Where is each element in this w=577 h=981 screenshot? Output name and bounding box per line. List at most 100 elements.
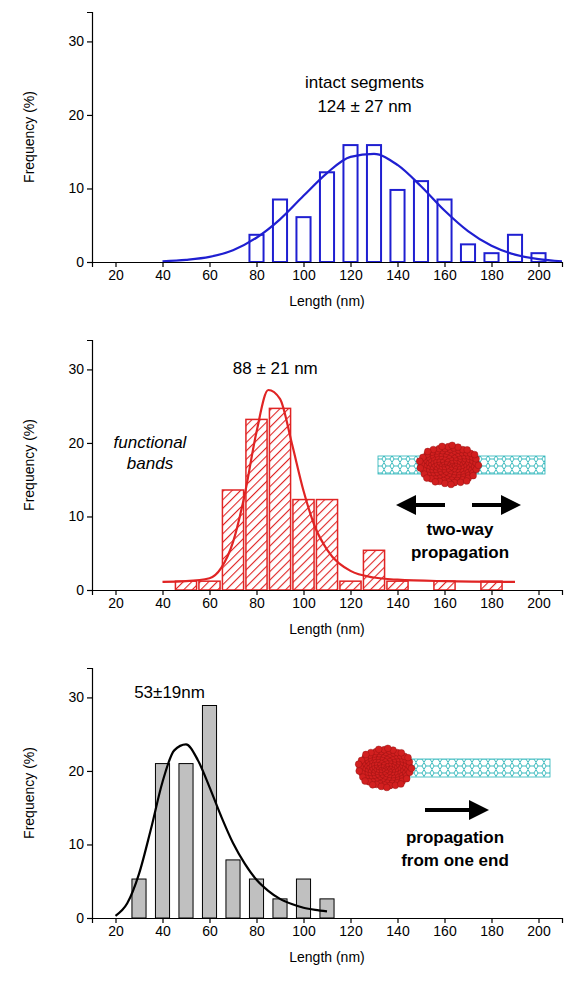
- x-tick: 40: [155, 918, 171, 939]
- bar: [199, 581, 220, 590]
- y-tick-label: 0: [76, 910, 84, 926]
- polymer-bead: [383, 784, 390, 791]
- y-tick: 30: [68, 33, 92, 49]
- y-axis: 0 10 20 30: [68, 13, 92, 270]
- x-tick: 100: [292, 262, 316, 283]
- x-tick: 160: [433, 590, 457, 611]
- x-tick: 140: [386, 918, 410, 939]
- polymer-bead: [471, 451, 478, 458]
- annotation: 53±19nm: [134, 683, 205, 702]
- inset-label: from one end: [401, 851, 509, 870]
- bar: [155, 764, 169, 918]
- polymer-bead: [417, 465, 424, 472]
- bar: [367, 145, 381, 262]
- bar: [414, 181, 428, 262]
- bar: [320, 899, 334, 918]
- x-tick: 180: [480, 918, 504, 939]
- x-tick: 20: [108, 262, 124, 283]
- y-tick-label: 30: [68, 33, 84, 49]
- polymer-bead: [355, 761, 362, 768]
- x-tick-label: 160: [433, 923, 457, 939]
- y-tick-label: 10: [68, 508, 84, 524]
- x-tick-label: 100: [292, 595, 316, 611]
- x-tick: 80: [249, 590, 265, 611]
- y-tick-label: 10: [68, 180, 84, 196]
- marks: [163, 390, 516, 590]
- marks: [163, 145, 563, 262]
- polymer-bead: [439, 443, 446, 450]
- bar: [296, 217, 310, 262]
- x-tick: 80: [249, 918, 265, 939]
- polymer-bead: [416, 458, 423, 465]
- fit-curve: [116, 744, 328, 915]
- y-tick-mark: [87, 41, 92, 42]
- y-tick-label: 10: [68, 836, 84, 852]
- panel: 204060801001201401601802000102030Length …: [21, 669, 563, 966]
- y-tick: 20: [68, 763, 92, 779]
- y-tick: 0: [76, 582, 92, 598]
- inset-label: two-way: [426, 520, 494, 539]
- bar: [387, 581, 408, 590]
- y-tick-label: 0: [76, 254, 84, 270]
- polymer-bead: [475, 462, 482, 469]
- polymer-bead: [403, 775, 410, 782]
- x-tick: 100: [292, 590, 316, 611]
- polymer-bead: [356, 768, 363, 775]
- y-tick-mark: [87, 771, 92, 772]
- bar: [296, 879, 310, 918]
- y-axis: 0102030: [68, 669, 92, 926]
- bar: [132, 879, 146, 918]
- polymer-bead: [375, 746, 382, 753]
- x-tick: 120: [339, 262, 363, 283]
- nanotube: [408, 759, 550, 777]
- bar: [269, 408, 290, 590]
- x-axis-title: Length (nm): [289, 293, 364, 309]
- x-tick-label: 40: [155, 923, 171, 939]
- x-axis: 20406080100120140160180200: [93, 262, 563, 283]
- x-tick-label: 100: [292, 923, 316, 939]
- x-tick-label: 40: [155, 267, 171, 283]
- y-axis: 0102030: [68, 341, 92, 598]
- x-tick-label: 100: [292, 267, 316, 283]
- x-tick-label: 80: [249, 923, 265, 939]
- x-tick: 40: [155, 590, 171, 611]
- x-tick-label: 160: [433, 267, 457, 283]
- y-axis-line: [87, 669, 93, 919]
- y-tick-mark: [87, 443, 92, 444]
- x-axis-title: Length (nm): [289, 949, 364, 965]
- x-tick: 160: [433, 262, 457, 283]
- x-tick-label: 20: [108, 267, 124, 283]
- bar: [246, 419, 267, 590]
- polymer-bead: [405, 754, 412, 761]
- x-tick: 160: [433, 918, 457, 939]
- panel: 204060801001201401601802000102030Length …: [21, 13, 563, 310]
- polymer-bead: [432, 478, 439, 485]
- inset-label: propagation: [411, 543, 509, 562]
- arrow: [400, 503, 445, 507]
- bar: [363, 550, 384, 590]
- y-tick-mark: [87, 115, 92, 116]
- bar: [437, 200, 451, 263]
- inset: [378, 442, 545, 505]
- caption: bands: [127, 454, 174, 473]
- y-axis-title: Frequency (%): [21, 419, 37, 511]
- y-tick-label: 20: [68, 763, 84, 779]
- x-tick-label: 80: [249, 595, 265, 611]
- bar: [461, 244, 475, 262]
- bar: [202, 706, 216, 919]
- x-tick-label: 180: [480, 267, 504, 283]
- y-tick-label: 20: [68, 107, 84, 123]
- marks: [116, 706, 335, 919]
- polymer-bead: [441, 480, 448, 487]
- bar: [508, 235, 522, 262]
- x-tick: 40: [155, 262, 171, 283]
- x-tick: 60: [202, 918, 218, 939]
- annotation: intact segments: [305, 73, 424, 92]
- x-tick-label: 120: [339, 923, 363, 939]
- polymer-bead: [463, 478, 470, 485]
- annotation: 88 ± 21 nm: [233, 359, 318, 378]
- polymer-bead: [362, 778, 369, 785]
- caption: functional: [114, 433, 188, 452]
- bar: [320, 172, 334, 262]
- bar: [484, 253, 498, 262]
